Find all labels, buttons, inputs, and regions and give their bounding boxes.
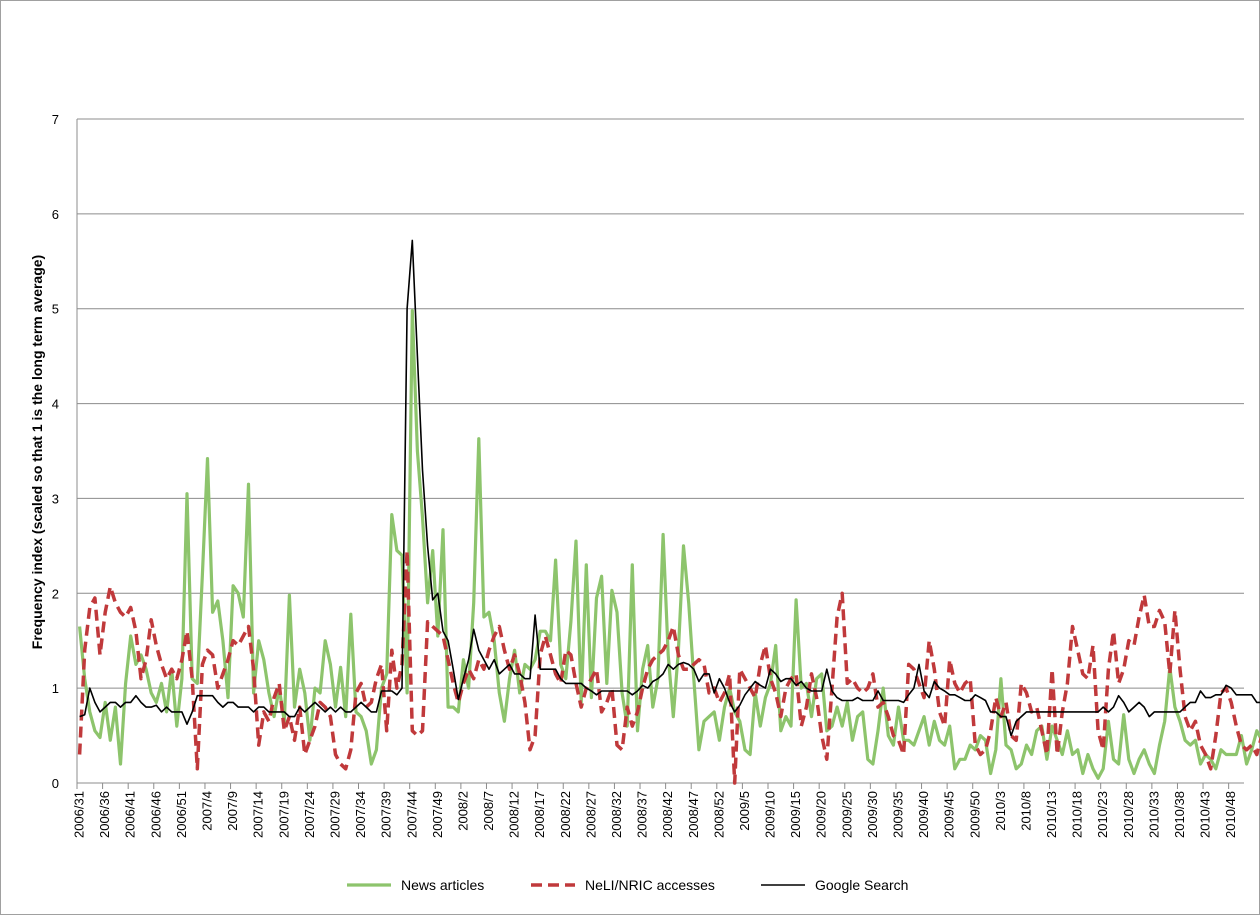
legend-label: Google Search [815, 877, 908, 893]
y-axis-title: Frequency index (scaled so that 1 is the… [29, 255, 45, 649]
series-line-neli-nric-accesses [77, 548, 1260, 785]
x-tick-label: 2009/5 [737, 791, 752, 831]
x-tick-label: 2009/35 [891, 791, 906, 838]
y-tick-label: 4 [52, 397, 59, 412]
y-tick-label: 5 [52, 302, 59, 317]
x-tick-label: 2009/25 [839, 791, 854, 838]
x-tick-label: 2007/44 [404, 791, 419, 838]
x-tick-label: 2009/45 [942, 791, 957, 838]
x-tick-label: 2009/30 [865, 791, 880, 838]
y-tick-label: 1 [52, 681, 59, 696]
axes [76, 119, 1244, 789]
x-tick-label: 2010/38 [1172, 791, 1187, 838]
series-lines [77, 239, 1260, 785]
x-tick-label: 2010/13 [1044, 791, 1059, 838]
x-tick-label: 2010/3 [993, 791, 1008, 831]
legend-item: Google Search [761, 877, 908, 893]
series-line-google-search [79, 239, 1260, 737]
x-axis-tick-labels: 2006/31 2006/36 2006/41 2006/46 2006/51 2007/… [72, 791, 1239, 838]
x-tick-label: 2010/33 [1146, 791, 1161, 838]
x-tick-label: 2008/37 [635, 791, 650, 838]
x-tick-label: 2007/9 [225, 791, 240, 831]
x-tick-label: 2008/7 [481, 791, 496, 831]
x-tick-label: 2007/39 [379, 791, 394, 838]
legend: News articles NeLI/NRIC accesses Google Se… [347, 877, 908, 893]
x-tick-label: 2006/36 [97, 791, 112, 838]
x-tick-label: 2008/32 [609, 791, 624, 838]
y-tick-label: 0 [52, 776, 59, 791]
x-tick-label: 2010/43 [1198, 791, 1213, 838]
x-tick-label: 2008/12 [507, 791, 522, 838]
x-tick-label: 2009/50 [967, 791, 982, 838]
x-tick-label: 2008/17 [532, 791, 547, 838]
x-tick-label: 2010/48 [1223, 791, 1238, 838]
legend-item: NeLI/NRIC accesses [531, 877, 715, 893]
x-tick-label: 2008/22 [558, 791, 573, 838]
x-tick-label: 2009/20 [814, 791, 829, 838]
x-tick-label: 2007/34 [353, 791, 368, 838]
x-tick-label: 2009/10 [763, 791, 778, 838]
x-tick-label: 2008/42 [660, 791, 675, 838]
x-tick-label: 2007/24 [302, 791, 317, 838]
x-tick-label: 2008/27 [583, 791, 598, 838]
y-tick-label: 3 [52, 491, 59, 506]
x-tick-label: 2008/47 [686, 791, 701, 838]
x-tick-label: 2008/52 [711, 791, 726, 838]
x-tick-label: 2010/28 [1121, 791, 1136, 838]
x-tick-label: 2010/18 [1070, 791, 1085, 838]
x-tick-label: 2007/4 [200, 791, 215, 831]
x-tick-label: 2010/8 [1018, 791, 1033, 831]
x-tick-label: 2008/2 [455, 791, 470, 831]
legend-label: News articles [401, 877, 484, 893]
gridlines [77, 118, 1244, 689]
legend-item: News articles [347, 877, 484, 893]
x-tick-label: 2007/29 [327, 791, 342, 838]
y-tick-label: 7 [52, 112, 59, 127]
y-tick-label: 6 [52, 207, 59, 222]
x-tick-label: 2006/46 [148, 791, 163, 838]
x-tick-label: 2009/15 [788, 791, 803, 838]
x-tick-label: 2006/31 [72, 791, 87, 838]
x-tick-label: 2007/14 [251, 791, 266, 838]
legend-label: NeLI/NRIC accesses [585, 877, 715, 893]
series-line-news-articles [78, 309, 1260, 780]
y-axis-tick-labels: 0 1 2 3 4 5 6 7 [52, 112, 59, 791]
x-tick-label: 2009/40 [916, 791, 931, 838]
x-tick-label: 2007/49 [430, 791, 445, 838]
x-tick-label: 2010/23 [1095, 791, 1110, 838]
x-tick-label: 2006/51 [174, 791, 189, 838]
x-tick-label: 2007/19 [276, 791, 291, 838]
y-tick-label: 2 [52, 586, 59, 601]
x-tick-label: 2006/41 [123, 791, 138, 838]
